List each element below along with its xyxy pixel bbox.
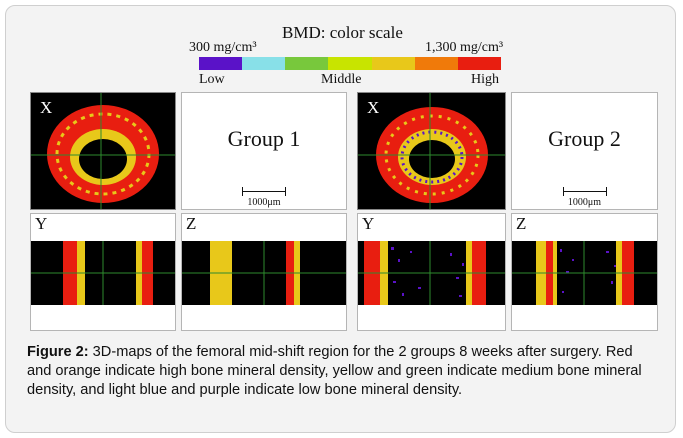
group1-z-view xyxy=(182,241,346,305)
group2-x-cross-section xyxy=(358,93,505,209)
color-scale-min-label: 300 mg/cm³ xyxy=(189,40,257,55)
group1-title: Group 1 xyxy=(227,126,301,151)
group2-z-view xyxy=(512,241,657,305)
group2-y-panel: Y xyxy=(357,213,506,331)
color-scale-segment-2 xyxy=(242,57,286,70)
color-scale-title: BMD: color scale xyxy=(282,23,403,42)
group2-z-longitudinal xyxy=(512,241,657,305)
color-scale-bar xyxy=(199,57,501,70)
group1-z-panel: Z xyxy=(181,213,347,331)
group1-info-panel: Group 1 1000μm xyxy=(181,92,347,210)
group1-x-cross-section xyxy=(31,93,175,209)
color-scale-segment-3 xyxy=(285,57,329,70)
group1-scale-bar xyxy=(242,187,286,197)
group2-z-panel: Z xyxy=(511,213,658,331)
color-scale-segment-6 xyxy=(414,57,458,70)
color-scale-max-label: 1,300 mg/cm³ xyxy=(425,40,504,55)
group2-scale-bar xyxy=(562,187,607,197)
color-scale-high-label: High xyxy=(471,72,499,87)
color-scale-segment-5 xyxy=(371,57,415,70)
group2-y-longitudinal xyxy=(358,241,505,305)
group2-info-panel: Group 2 1000μm xyxy=(511,92,658,210)
color-scale-low-label: Low xyxy=(199,72,225,87)
group2-x-label: X xyxy=(367,98,380,117)
figure-caption-text: 3D-maps of the femoral mid-shift region … xyxy=(27,344,642,398)
color-scale-segment-1 xyxy=(199,57,243,70)
color-scale-segment-4 xyxy=(328,57,372,70)
group1-x-view: X xyxy=(30,92,176,210)
group2-title: Group 2 xyxy=(548,126,621,151)
group1-z-label: Z xyxy=(186,214,197,233)
color-scale-middle-label: Middle xyxy=(321,72,362,87)
group1-y-view xyxy=(31,241,175,305)
figure-caption: Figure 2: 3D-maps of the femoral mid-shi… xyxy=(27,343,652,400)
group1-x-label: X xyxy=(40,98,53,117)
group2-x-view: X xyxy=(357,92,506,210)
group2-scale-bar-label: 1000μm xyxy=(567,197,602,208)
group2-y-label: Y xyxy=(362,214,375,233)
color-scale-segment-7 xyxy=(457,57,501,70)
group1-y-longitudinal xyxy=(31,241,175,305)
group2-y-view xyxy=(358,241,505,305)
group1-y-panel: Y xyxy=(30,213,176,331)
group1-y-label: Y xyxy=(35,214,48,233)
group2-z-label: Z xyxy=(516,214,527,233)
figure-caption-label: Figure 2: xyxy=(27,344,89,360)
group1-z-longitudinal xyxy=(182,241,346,305)
group1-scale-bar-label: 1000μm xyxy=(247,197,281,208)
